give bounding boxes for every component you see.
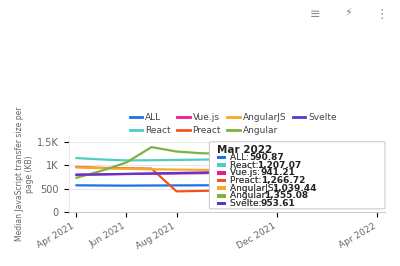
Bar [217, 156, 226, 160]
Text: Preact:: Preact: [230, 176, 264, 185]
Text: Preact:: Preact: [230, 176, 264, 185]
Legend: ALL, React, Vue.js, Preact, AngularJS, Angular, Svelte: ALL, React, Vue.js, Preact, AngularJS, A… [126, 109, 340, 139]
Text: 590.87: 590.87 [249, 153, 284, 162]
Text: Angular:: Angular: [230, 191, 271, 200]
Text: 1,266.72: 1,266.72 [261, 176, 305, 185]
Text: Mar 2022: Mar 2022 [217, 146, 272, 155]
Text: AngularJS:: AngularJS: [230, 184, 279, 193]
Bar [217, 186, 226, 190]
Bar [217, 179, 226, 182]
Text: ≡: ≡ [310, 8, 320, 21]
Y-axis label: Median JavaScript transfer size per
page (KB): Median JavaScript transfer size per page… [15, 107, 34, 241]
Text: Vue.js:: Vue.js: [230, 168, 263, 177]
Bar [217, 194, 226, 198]
Text: React:: React: [230, 161, 261, 170]
Text: ALL:: ALL: [230, 153, 252, 162]
Bar [217, 171, 226, 175]
Text: 1,207.07: 1,207.07 [257, 161, 301, 170]
Bar [217, 163, 226, 167]
Text: Vue.js:: Vue.js: [230, 168, 263, 177]
Text: ALL:: ALL: [230, 153, 252, 162]
Text: React:: React: [230, 161, 261, 170]
Text: 1,355.08: 1,355.08 [264, 191, 308, 200]
Text: 1,039.44: 1,039.44 [272, 184, 316, 193]
Text: Svelte:: Svelte: [230, 199, 264, 208]
Text: 941.21: 941.21 [261, 168, 296, 177]
Text: Svelte:: Svelte: [230, 199, 264, 208]
Text: Angular:: Angular: [230, 191, 271, 200]
Text: ⚡: ⚡ [344, 8, 352, 18]
Text: ⋮: ⋮ [376, 8, 388, 21]
Bar [217, 202, 226, 205]
FancyBboxPatch shape [210, 142, 385, 209]
Text: 953.61: 953.61 [261, 199, 296, 208]
Text: AngularJS:: AngularJS: [230, 184, 279, 193]
